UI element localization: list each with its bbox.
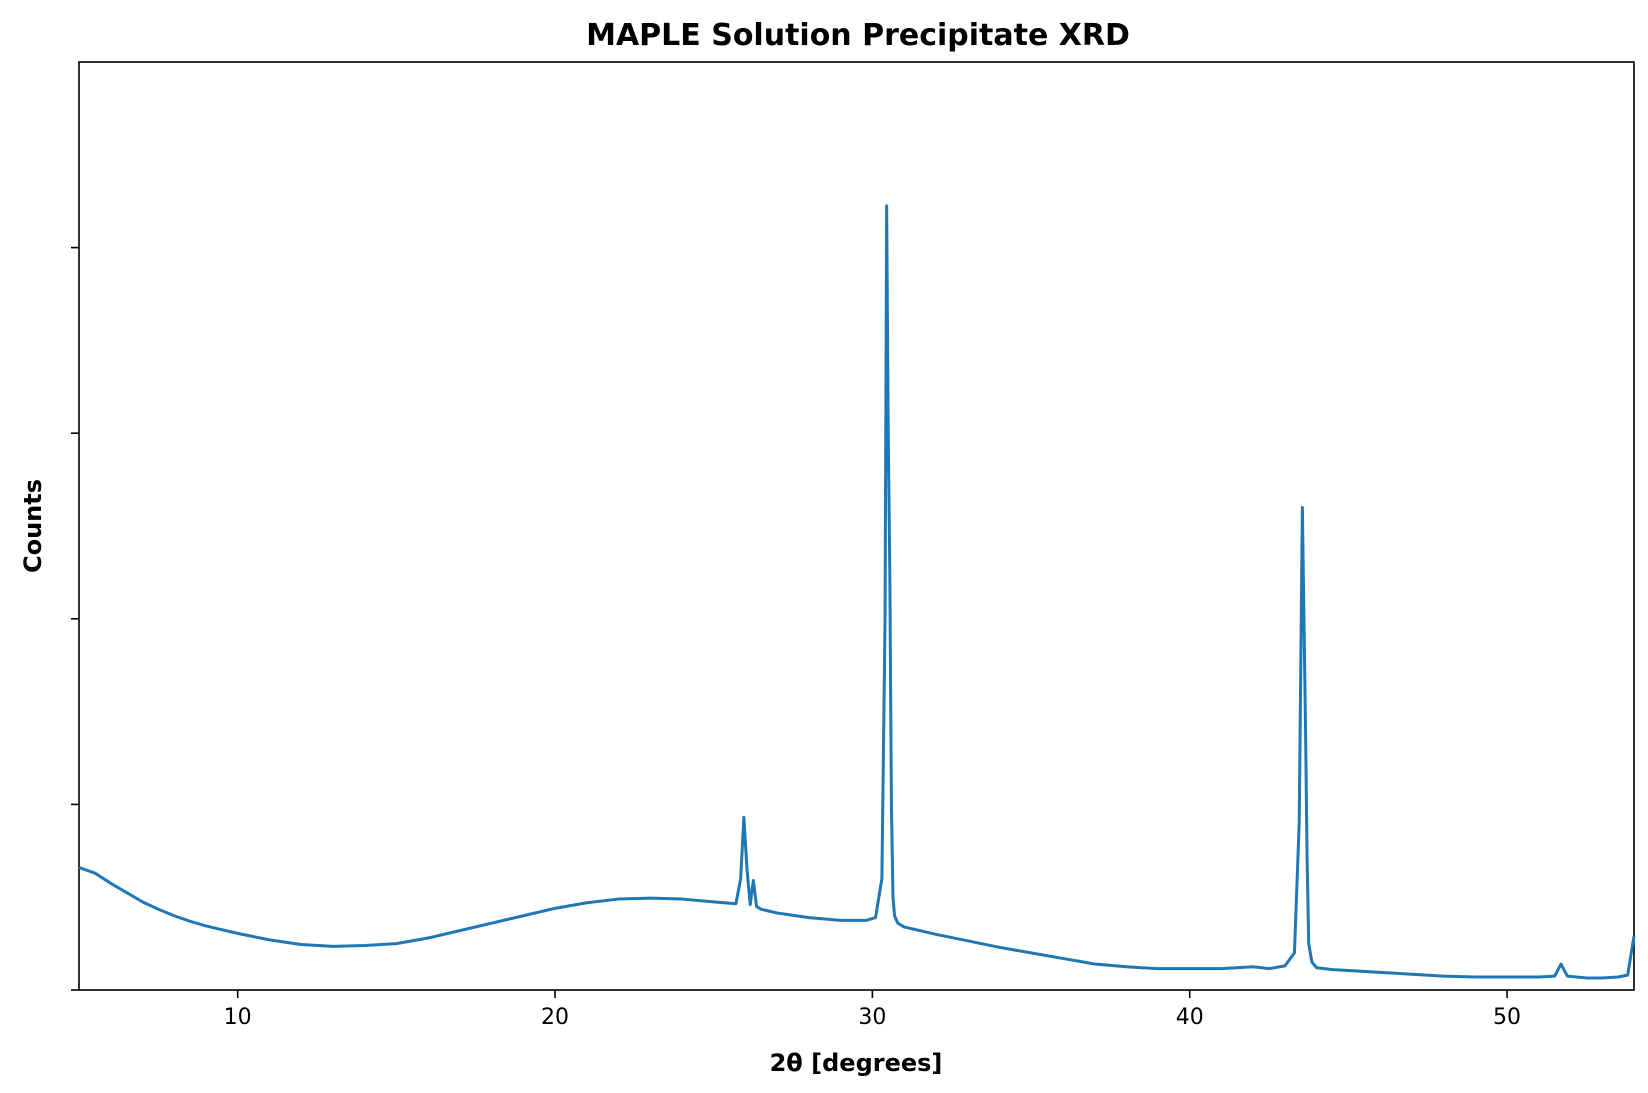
x-axis-label: 2θ [degrees] (770, 1049, 943, 1077)
plot-frame (78, 61, 1635, 991)
x-tick-label: 10 (224, 1005, 252, 1030)
x-tick-label: 50 (1493, 1005, 1521, 1030)
y-axis-ticks (71, 246, 79, 991)
series-layer (78, 204, 1636, 980)
y-axis-label: Counts (19, 479, 47, 573)
x-tick-label: 30 (858, 1005, 886, 1030)
series-line (78, 204, 1636, 980)
x-tick-label: 40 (1176, 1005, 1204, 1030)
x-tick-label: 20 (541, 1005, 569, 1030)
x-axis-ticks: 10 20 30 40 50 (224, 990, 1521, 1030)
chart-title: MAPLE Solution Precipitate XRD (586, 18, 1130, 53)
